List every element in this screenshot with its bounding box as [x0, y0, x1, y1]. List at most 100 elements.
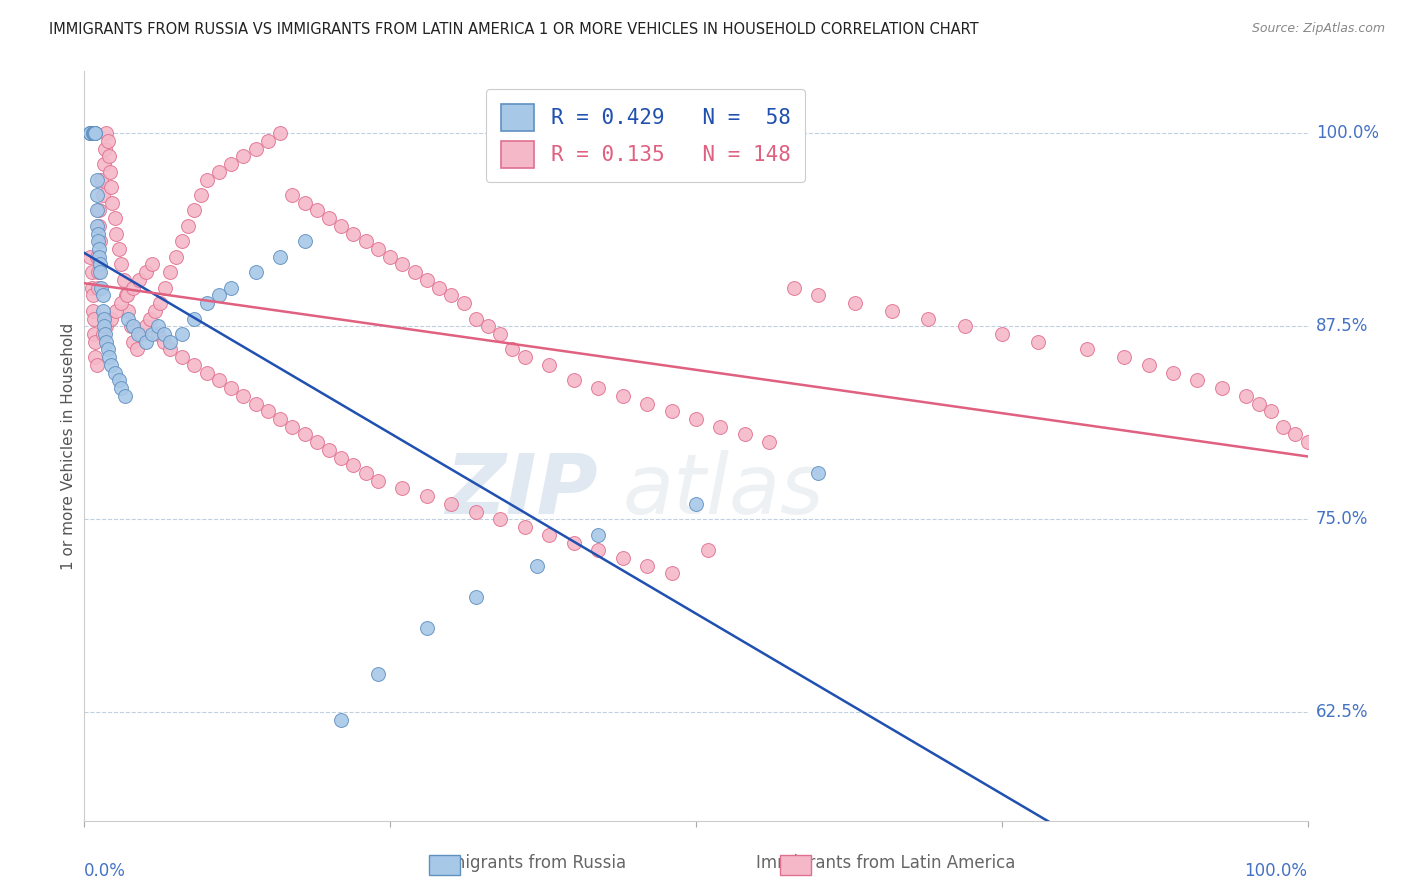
- Point: [89, 235, 111, 249]
- Point: [122, 334, 145, 349]
- Point: [1114, 350, 1136, 364]
- Point: [97, 343, 120, 357]
- Point: [153, 326, 176, 341]
- Text: IMMIGRANTS FROM RUSSIA VS IMMIGRANTS FROM LATIN AMERICA 1 OR MORE VEHICLES IN HO: IMMIGRANTS FROM RUSSIA VS IMMIGRANTS FRO…: [49, 22, 979, 37]
- Point: [416, 489, 439, 503]
- Point: [1187, 373, 1209, 387]
- Point: [612, 389, 634, 403]
- Point: [208, 288, 231, 302]
- Point: [87, 235, 110, 249]
- Point: [245, 142, 267, 156]
- Point: [586, 543, 609, 558]
- Point: [1076, 343, 1098, 357]
- Point: [440, 288, 463, 302]
- Point: [89, 257, 111, 271]
- Point: [183, 311, 205, 326]
- Point: [110, 296, 132, 310]
- Point: [117, 311, 139, 326]
- Point: [318, 211, 340, 226]
- Point: [93, 157, 115, 171]
- Point: [416, 273, 439, 287]
- Point: [685, 412, 707, 426]
- Point: [416, 621, 439, 635]
- Point: [83, 126, 105, 140]
- Point: [135, 319, 157, 334]
- Text: 62.5%: 62.5%: [1316, 704, 1368, 722]
- Point: [141, 326, 163, 341]
- Point: [880, 303, 903, 318]
- Point: [783, 280, 806, 294]
- Point: [195, 172, 218, 186]
- Point: [232, 149, 254, 163]
- Point: [129, 326, 152, 341]
- Point: [87, 227, 110, 241]
- Point: [98, 165, 121, 179]
- Point: [1284, 427, 1306, 442]
- Point: [110, 381, 132, 395]
- Text: Immigrants from Russia: Immigrants from Russia: [429, 855, 626, 872]
- Point: [257, 404, 280, 418]
- Point: [100, 180, 122, 194]
- Point: [165, 250, 187, 264]
- Point: [245, 265, 267, 279]
- Point: [96, 319, 118, 334]
- Point: [83, 126, 105, 140]
- Point: [87, 280, 110, 294]
- Point: [342, 458, 364, 473]
- Point: [104, 211, 127, 226]
- Point: [153, 280, 176, 294]
- Point: [149, 296, 172, 310]
- Point: [128, 273, 150, 287]
- Point: [269, 412, 291, 426]
- Point: [257, 134, 280, 148]
- Point: [127, 326, 149, 341]
- Point: [183, 203, 205, 218]
- Point: [122, 280, 145, 294]
- Point: [79, 126, 101, 140]
- Point: [991, 326, 1014, 341]
- Point: [183, 358, 205, 372]
- Point: [86, 203, 108, 218]
- Point: [143, 303, 166, 318]
- Point: [330, 713, 353, 727]
- Point: [232, 389, 254, 403]
- Point: [84, 350, 107, 364]
- Point: [114, 389, 136, 403]
- Point: [305, 203, 328, 218]
- Point: [208, 165, 231, 179]
- Point: [115, 288, 138, 302]
- Point: [84, 126, 107, 140]
- Point: [1137, 358, 1160, 372]
- Point: [83, 326, 105, 341]
- Point: [172, 235, 194, 249]
- Point: [1272, 419, 1295, 434]
- Text: 100.0%: 100.0%: [1316, 124, 1379, 142]
- Point: [1296, 435, 1319, 450]
- Point: [195, 296, 218, 310]
- Point: [190, 188, 212, 202]
- Legend: R = 0.429   N =  58, R = 0.135   N = 148: R = 0.429 N = 58, R = 0.135 N = 148: [486, 89, 806, 182]
- Point: [87, 203, 110, 218]
- Point: [1211, 381, 1233, 395]
- Point: [90, 280, 112, 294]
- Point: [440, 497, 463, 511]
- Point: [97, 350, 120, 364]
- Point: [79, 126, 101, 140]
- Point: [612, 551, 634, 566]
- Point: [294, 427, 316, 442]
- Point: [84, 126, 107, 140]
- Point: [305, 435, 328, 450]
- Point: [97, 134, 120, 148]
- Point: [86, 219, 108, 233]
- Point: [219, 381, 242, 395]
- Point: [807, 466, 830, 480]
- Point: [153, 334, 176, 349]
- Point: [391, 257, 413, 271]
- Point: [734, 427, 756, 442]
- Point: [91, 188, 114, 202]
- Point: [697, 543, 720, 558]
- Point: [107, 373, 129, 387]
- Point: [135, 334, 157, 349]
- Point: [80, 280, 103, 294]
- Point: [219, 280, 242, 294]
